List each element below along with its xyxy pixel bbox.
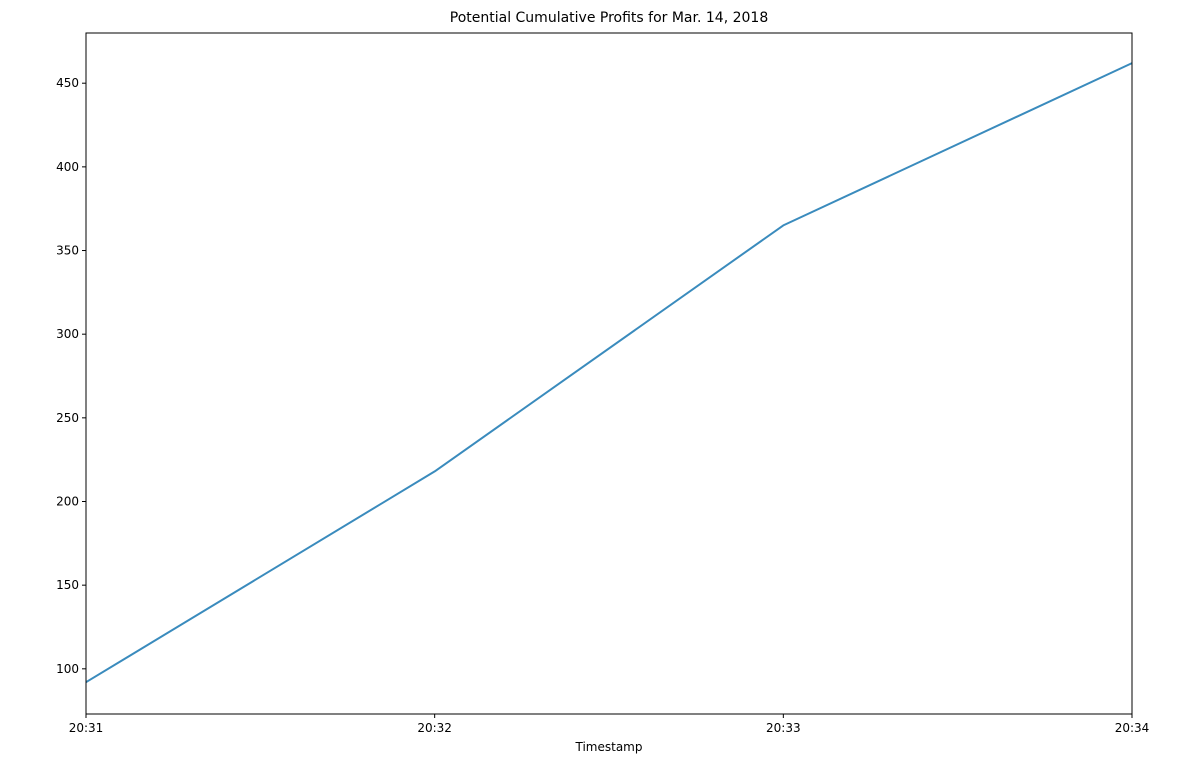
y-tick-label: 200 xyxy=(56,495,79,509)
y-tick-label: 150 xyxy=(56,578,79,592)
chart-title: Potential Cumulative Profits for Mar. 14… xyxy=(450,10,768,26)
y-tick-label: 450 xyxy=(56,76,79,90)
y-tick-label: 300 xyxy=(56,327,79,341)
plot-frame xyxy=(85,32,1133,715)
x-tick-label: 20:31 xyxy=(69,721,104,735)
x-axis-label: Timestamp xyxy=(575,740,643,754)
y-tick-label: 100 xyxy=(56,662,79,676)
series-layer xyxy=(85,62,1133,684)
x-tick-label: 20:32 xyxy=(417,721,452,735)
y-tick-label: 250 xyxy=(56,411,79,425)
x-tick-label: 20:34 xyxy=(1115,721,1150,735)
x-axis-ticks: 20:31 20:32 20:33 20:34 xyxy=(69,714,1150,735)
series-line xyxy=(85,62,1133,684)
x-tick-label: 20:33 xyxy=(766,721,801,735)
y-axis-ticks: 100 150 200 250 300 350 400 450 xyxy=(56,76,86,676)
y-tick-label: 400 xyxy=(56,160,79,174)
y-tick-label: 350 xyxy=(56,244,79,258)
